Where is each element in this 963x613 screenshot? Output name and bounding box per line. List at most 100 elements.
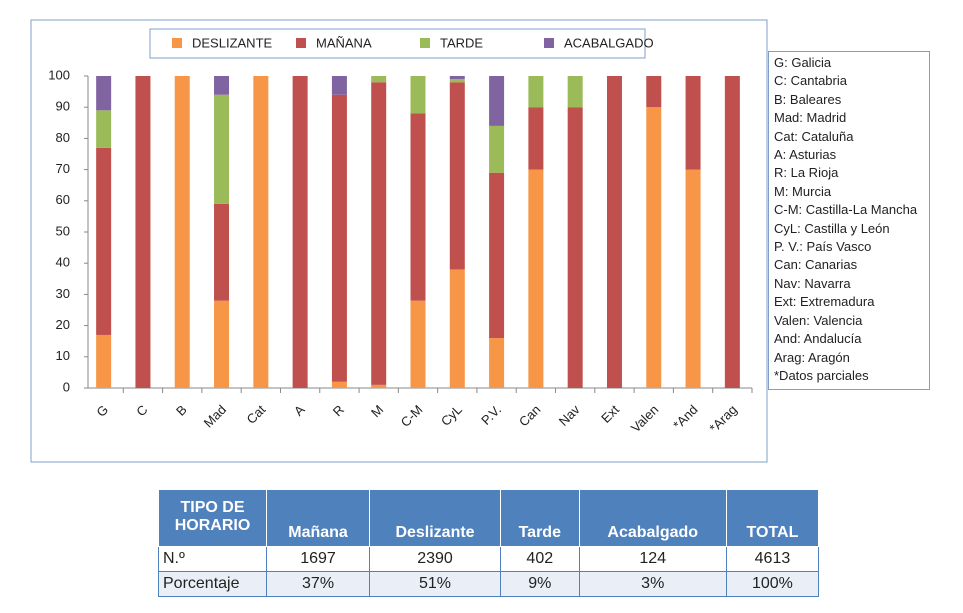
bar-segment	[214, 203, 230, 301]
bar-segment	[96, 147, 112, 335]
bar-segment	[371, 384, 387, 388]
note: P. V.: País Vasco	[774, 239, 872, 255]
header-cell: TOTAL	[725, 489, 820, 547]
table-cell: 402	[499, 546, 580, 572]
y-tick-label: 100	[48, 67, 70, 82]
x-tick-label: A	[291, 402, 308, 419]
x-tick-label: Valen	[628, 402, 661, 435]
y-tick-label: 60	[56, 192, 70, 207]
bar-segment	[646, 107, 662, 388]
note: *Datos parciales	[774, 367, 869, 383]
table-cell: 124	[578, 546, 727, 572]
bar-segment	[449, 269, 465, 388]
x-tick-label: M	[368, 402, 386, 420]
legend-swatch	[544, 38, 554, 48]
legend-swatch	[296, 38, 306, 48]
table-cell: Porcentaje	[158, 571, 267, 597]
table-cell: N.º	[158, 546, 267, 572]
bar-segment	[606, 76, 622, 388]
table-cell: 2390	[369, 546, 501, 572]
note: A: Asturias	[774, 147, 837, 163]
x-tick-label: Nav	[556, 402, 583, 429]
x-tick-label: Ext	[598, 402, 622, 426]
abbreviation-notes: G: Galicia C: Cantabria B: Baleares Mad: Ma…	[768, 51, 930, 390]
bar-segment	[174, 76, 190, 388]
bar-segment	[567, 107, 583, 388]
y-tick-label: 90	[56, 99, 70, 114]
note: Nav: Navarra	[774, 275, 851, 291]
bar-segment	[135, 76, 151, 388]
bar-segment	[371, 76, 387, 83]
header-cell: Tarde	[499, 489, 580, 547]
table-cell: 51%	[369, 571, 501, 597]
y-tick-label: 20	[56, 317, 70, 332]
x-tick-label: Can	[516, 402, 543, 429]
x-tick-label: *And	[670, 402, 701, 433]
x-tick-label: Mad	[201, 402, 229, 430]
table-cell: 3%	[578, 571, 727, 597]
header-cell: Acabalgado	[578, 489, 727, 547]
bar-segment	[96, 76, 112, 111]
header-cell: Mañana	[265, 489, 371, 547]
bar-segment	[214, 94, 230, 204]
y-tick-label: 80	[56, 130, 70, 145]
table-cell: 4613	[725, 546, 820, 572]
bar-segment	[489, 125, 505, 173]
bar-segment	[410, 113, 426, 301]
note: Can: Canarias	[774, 257, 858, 273]
x-tick-label: B	[173, 402, 190, 419]
table-cell: 9%	[499, 571, 580, 597]
note: Ext: Extremadura	[774, 294, 875, 310]
table-header: TIPO DE HORARIO Mañana Deslizante Tarde Acab…	[158, 489, 820, 547]
note: And: Andalucía	[774, 331, 862, 347]
legend-box	[149, 28, 646, 59]
y-tick-label: 40	[56, 255, 70, 270]
note: Mad: Madrid	[774, 110, 847, 126]
bar-segment	[214, 300, 230, 388]
table-cell: 100%	[725, 571, 820, 597]
legend-label: TARDE	[440, 35, 483, 50]
bar-segment	[489, 338, 505, 388]
y-tick-label: 50	[56, 223, 70, 238]
bar-segment	[528, 169, 544, 388]
legend-label: MAÑANA	[316, 35, 372, 50]
bar-segment	[528, 107, 544, 170]
bar-segment	[331, 381, 347, 388]
bar-segment	[724, 76, 740, 388]
bar-segment	[449, 76, 465, 80]
bar-segment	[96, 110, 112, 148]
bar-segment	[449, 79, 465, 83]
legend-swatch	[172, 38, 182, 48]
x-tick-label: C	[133, 402, 150, 419]
bar-segment	[567, 76, 583, 108]
bar-segment	[410, 76, 426, 114]
y-tick-label: 30	[56, 286, 70, 301]
bar-segment	[292, 76, 308, 388]
table-cell: 37%	[265, 571, 371, 597]
note: Arag: Aragón	[774, 349, 850, 365]
legend-swatch	[420, 38, 430, 48]
x-tick-label: P.V.	[478, 402, 504, 428]
table-row: Porcentaje 37% 51% 9% 3% 100%	[158, 571, 820, 597]
bar-segment	[489, 76, 505, 126]
bar-segment	[331, 76, 347, 95]
note: C: Cantabria	[774, 73, 847, 89]
x-tick-label: *Arag	[706, 402, 740, 436]
bar-segment	[371, 82, 387, 385]
bar-segment	[528, 76, 544, 108]
note: Cat: Cataluña	[774, 128, 854, 144]
x-tick-label: R	[330, 402, 347, 419]
x-tick-label: Cat	[243, 402, 268, 427]
note: G: Galicia	[774, 55, 832, 70]
note: M: Murcia	[774, 183, 832, 199]
x-tick-label: G	[93, 402, 111, 420]
header-cell: TIPO DE HORARIO	[158, 489, 267, 547]
bar-segment	[214, 76, 230, 95]
x-tick-label: CyL	[438, 402, 465, 429]
bar-segment	[685, 169, 701, 388]
bar-segment	[489, 172, 505, 339]
chart-frame	[30, 19, 768, 463]
y-tick-label: 10	[56, 348, 70, 363]
